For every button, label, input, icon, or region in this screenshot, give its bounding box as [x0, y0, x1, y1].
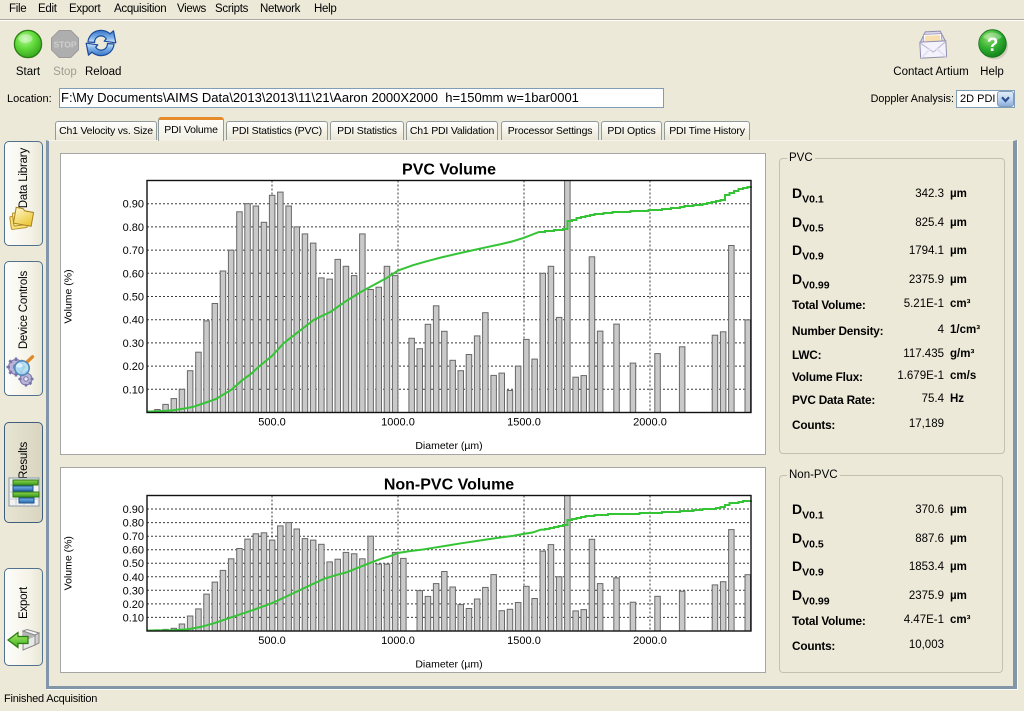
svg-text:0.70: 0.70 — [123, 531, 144, 543]
svg-text:Diameter (µm): Diameter (µm) — [415, 440, 482, 452]
svg-text:Non-PVC Volume: Non-PVC Volume — [384, 477, 514, 494]
svg-text:0.70: 0.70 — [123, 245, 144, 257]
svg-text:0.20: 0.20 — [123, 361, 144, 373]
svg-text:500.0: 500.0 — [258, 635, 286, 647]
svg-text:0.10: 0.10 — [123, 612, 144, 624]
svg-text:1500.0: 1500.0 — [507, 417, 541, 429]
svg-text:2000.0: 2000.0 — [633, 417, 667, 429]
svg-text:1500.0: 1500.0 — [507, 635, 541, 647]
svg-text:0.40: 0.40 — [123, 315, 144, 327]
svg-text:Diameter (µm): Diameter (µm) — [415, 659, 482, 671]
svg-text:500.0: 500.0 — [258, 417, 286, 429]
svg-text:1000.0: 1000.0 — [381, 417, 415, 429]
svg-text:0.50: 0.50 — [123, 292, 144, 304]
svg-text:0.40: 0.40 — [123, 572, 144, 584]
svg-text:STOP: STOP — [54, 40, 77, 50]
svg-text:Volume (%): Volume (%) — [63, 536, 75, 590]
svg-text:PVC Volume: PVC Volume — [402, 162, 496, 179]
svg-text:0.60: 0.60 — [123, 545, 144, 557]
svg-text:?: ? — [987, 35, 999, 56]
svg-text:0.90: 0.90 — [123, 504, 144, 516]
svg-text:0.80: 0.80 — [123, 222, 144, 234]
svg-text:0.20: 0.20 — [123, 599, 144, 611]
svg-text:0.10: 0.10 — [123, 384, 144, 396]
svg-text:2000.0: 2000.0 — [633, 635, 667, 647]
svg-text:0.30: 0.30 — [123, 585, 144, 597]
svg-text:0.90: 0.90 — [123, 199, 144, 211]
svg-text:0.80: 0.80 — [123, 518, 144, 530]
svg-text:0.60: 0.60 — [123, 268, 144, 280]
svg-text:0.30: 0.30 — [123, 338, 144, 350]
svg-text:Volume (%): Volume (%) — [63, 269, 75, 323]
svg-text:1000.0: 1000.0 — [381, 635, 415, 647]
svg-text:0.50: 0.50 — [123, 558, 144, 570]
